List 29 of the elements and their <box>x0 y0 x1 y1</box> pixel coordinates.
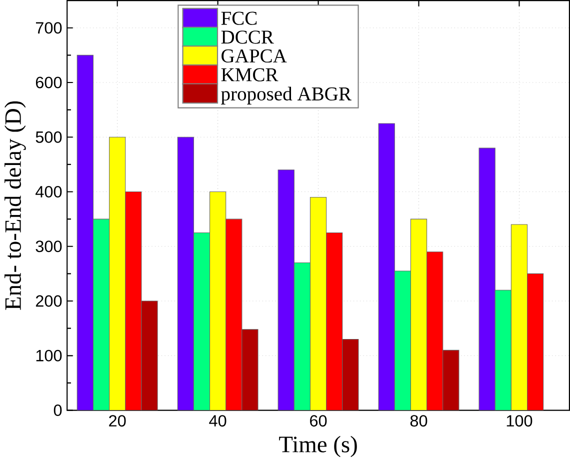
legend-label: DCCR <box>221 30 274 44</box>
y-tick-label: 200 <box>36 295 62 307</box>
bar <box>442 350 460 410</box>
x-tick-label: 20 <box>109 415 126 427</box>
x-tick-label: 60 <box>310 415 327 427</box>
legend-label: proposed ABGR <box>221 86 352 105</box>
bar <box>226 218 242 410</box>
y-tick-label: 700 <box>36 22 62 34</box>
bar <box>125 192 142 410</box>
legend-label: KMCR <box>221 68 278 82</box>
y-tick-label: 500 <box>36 132 62 144</box>
bar <box>141 300 158 410</box>
y-tick-label: 400 <box>36 186 62 198</box>
x-axis-title: Time (s) <box>279 436 357 458</box>
legend-label: GAPCA <box>222 50 287 63</box>
y-axis-title: End- to-End delay (D) <box>4 101 26 310</box>
y-tick-label: 0 <box>54 404 62 416</box>
x-tick-label: 40 <box>209 415 226 427</box>
bar <box>526 274 544 410</box>
x-tick-label: 100 <box>506 415 532 427</box>
bar <box>342 339 359 410</box>
y-tick-label: 100 <box>36 350 62 362</box>
y-tick-label: 600 <box>36 76 62 88</box>
legend-label: FCC <box>221 12 257 26</box>
bar <box>242 329 258 410</box>
x-tick-label: 80 <box>410 415 428 427</box>
bar <box>426 252 444 410</box>
y-tick-label: 300 <box>36 240 62 252</box>
bar <box>326 232 343 410</box>
